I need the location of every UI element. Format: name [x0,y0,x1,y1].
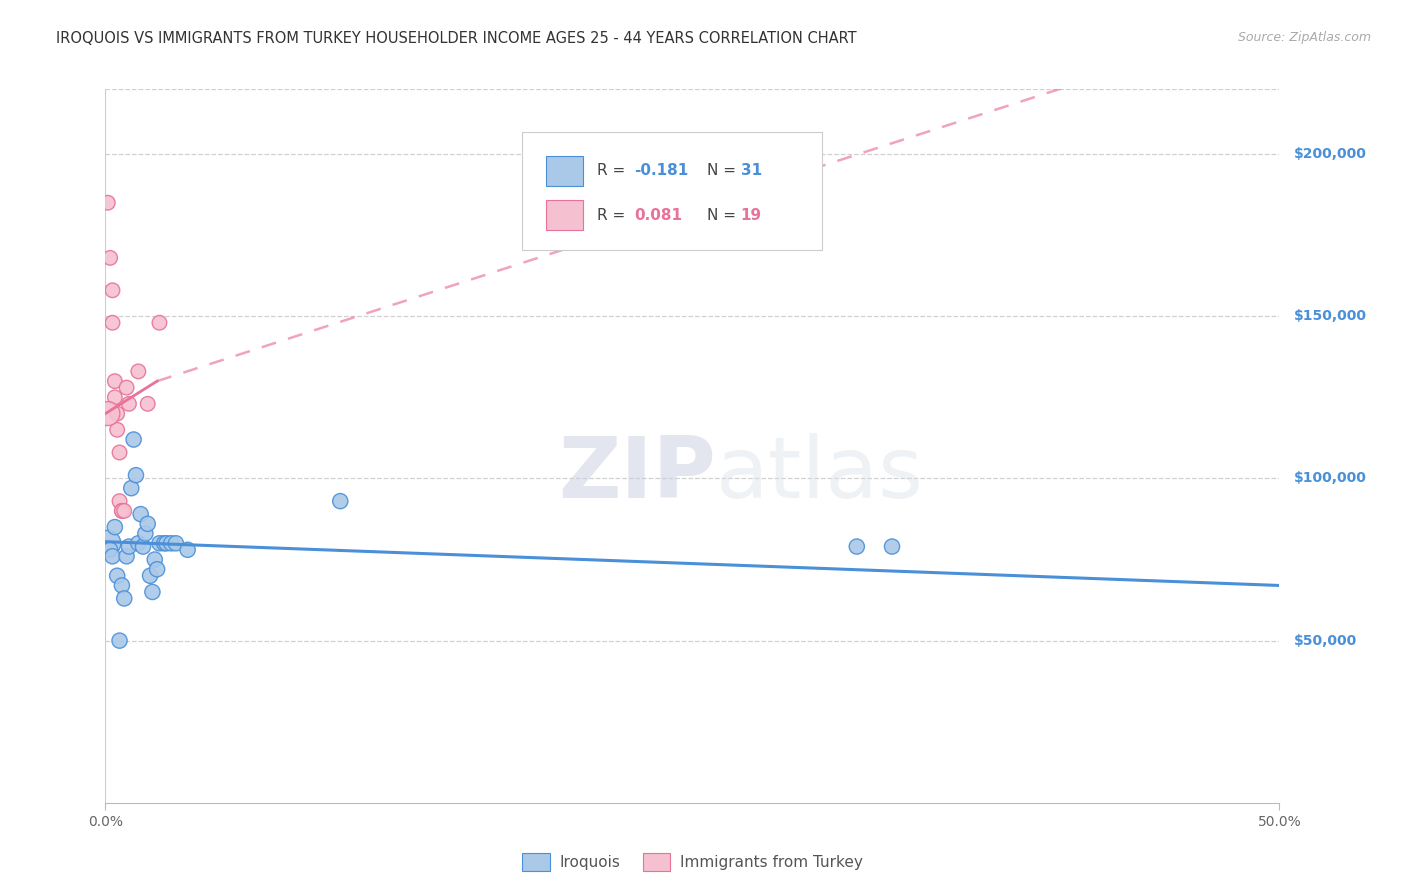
Point [845,540,868,554]
Point [97,536,120,550]
Text: -0.181: -0.181 [634,163,688,178]
Point [108,445,131,459]
Point [108,633,131,648]
Point [112,591,135,606]
Point [120,481,142,495]
Point [136,516,159,531]
Text: Source: ZipAtlas.com: Source: ZipAtlas.com [1237,31,1371,45]
Point [160,536,183,550]
Point [98,251,121,265]
FancyBboxPatch shape [546,200,583,230]
Point [105,568,128,582]
Point [104,390,127,404]
Point [122,433,145,447]
Point [132,540,155,554]
Text: ZIP: ZIP [558,433,716,516]
Point [146,562,169,576]
Text: atlas: atlas [716,433,924,516]
Point [136,397,159,411]
Text: 31: 31 [741,163,762,178]
Point [118,397,141,411]
Text: N =: N = [707,208,741,223]
Point [108,494,131,508]
Point [97,195,120,210]
Point [148,316,170,330]
Point [141,585,163,599]
Point [127,536,149,550]
Point [115,381,138,395]
Point [176,542,198,557]
Point [143,552,166,566]
Point [125,468,148,483]
Point [112,504,135,518]
Point [155,536,177,550]
Point [880,540,903,554]
Text: N =: N = [707,163,741,178]
Point [111,578,134,592]
Point [165,536,187,550]
Point [134,526,156,541]
Point [148,536,170,550]
FancyBboxPatch shape [546,156,583,186]
Point [111,504,134,518]
Text: $200,000: $200,000 [1294,147,1367,161]
Point [105,423,128,437]
Point [97,407,120,421]
Point [129,507,152,521]
Point [104,520,127,534]
Point [101,549,124,564]
Text: $50,000: $50,000 [1294,633,1357,648]
Point [105,407,128,421]
Point [329,494,352,508]
Text: IROQUOIS VS IMMIGRANTS FROM TURKEY HOUSEHOLDER INCOME AGES 25 - 44 YEARS CORRELA: IROQUOIS VS IMMIGRANTS FROM TURKEY HOUSE… [56,31,856,46]
Legend: Iroquois, Immigrants from Turkey: Iroquois, Immigrants from Turkey [516,847,869,877]
Text: 0.081: 0.081 [634,208,682,223]
Point [101,283,124,297]
Point [118,540,141,554]
Text: $100,000: $100,000 [1294,472,1367,485]
Text: 19: 19 [741,208,762,223]
Point [139,568,162,582]
Point [98,542,121,557]
Point [153,536,176,550]
Text: $150,000: $150,000 [1294,310,1367,323]
Text: R =: R = [598,208,630,223]
Point [104,374,127,388]
FancyBboxPatch shape [522,132,821,250]
Point [127,364,149,378]
Point [101,316,124,330]
Point [115,549,138,564]
Text: R =: R = [598,163,630,178]
Point [111,504,134,518]
